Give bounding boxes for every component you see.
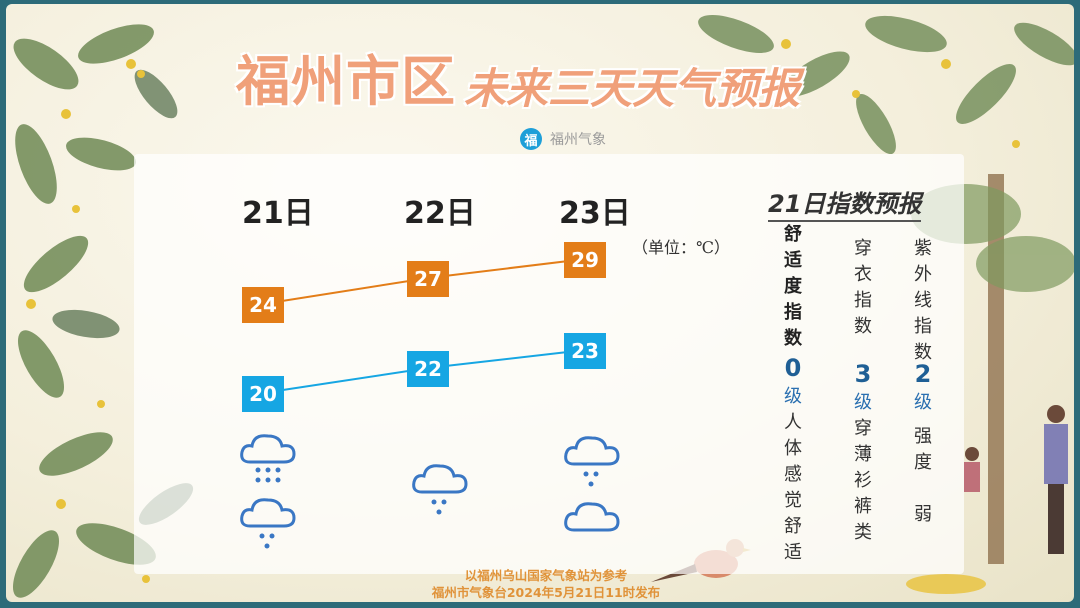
title-subtitle: 未来三天天气预报	[464, 64, 801, 113]
high-temp-22: 27	[407, 261, 449, 297]
high-line-1	[262, 277, 429, 305]
cloud-rain-icon	[240, 498, 296, 549]
day-label-23: 23日	[559, 196, 631, 231]
footer-note: 以福州乌山国家气象站为参考 福州市气象台2024年5月21日11时发布	[306, 567, 786, 601]
index-uv-level-unit: 级	[914, 392, 932, 413]
footer-line-2: 福州市气象台2024年5月21日11时发布	[431, 585, 661, 600]
index-clothing-level: 3	[854, 360, 872, 388]
index-clothing-name: 穿衣指数	[854, 238, 872, 337]
brand-name: 福州气象	[550, 132, 606, 148]
low-line-2	[427, 349, 586, 369]
cloud-heavy-rain-icon	[240, 434, 296, 483]
title-city: 福州市区	[236, 50, 456, 113]
low-temp-23: 23	[564, 333, 606, 369]
index-clothing-level-unit: 级	[854, 392, 872, 413]
poster-title: 福州市区 未来三天天气预报	[236, 46, 800, 116]
temperature-unit: （单位：℃）	[632, 238, 730, 257]
low-temp-21: 20	[242, 376, 284, 412]
index-comfort: 舒适度指数 0 级 人体感觉舒适	[784, 222, 802, 566]
index-comfort-desc: 人体感觉舒适	[784, 412, 802, 563]
index-clothing-desc: 穿薄衫裤类	[854, 418, 872, 543]
fuzhou-weather-logo-icon: 福	[520, 128, 542, 150]
low-temp-22: 22	[407, 351, 449, 387]
index-comfort-level-unit: 级	[784, 386, 802, 407]
index-uv-level: 2	[914, 360, 932, 388]
footer-line-1: 以福州乌山国家气象站为参考	[464, 568, 628, 583]
osmanthus-leaves-right-decoration	[698, 15, 1074, 155]
index-clothing: 穿衣指数 3 级 穿薄衫裤类	[854, 236, 872, 546]
day-label-22: 22日	[404, 196, 476, 231]
temperature-lines	[262, 258, 586, 394]
index-uv-desc: 强度 弱	[914, 426, 932, 525]
poster-background: 福州市区 未来三天天气预报 福 福州气象 21日 22日 23日 （单位：℃） …	[6, 4, 1074, 602]
index-uv-name: 紫外线指数	[914, 238, 932, 363]
high-temp-23: 29	[564, 242, 606, 278]
index-forecast-title: 21日指数预报	[768, 184, 922, 222]
cloud-icon	[564, 502, 620, 532]
low-line-1	[262, 367, 429, 394]
index-comfort-name: 舒适度指数	[784, 224, 802, 349]
cloud-rain-icon	[564, 436, 620, 487]
forecast-panel	[134, 154, 964, 574]
cloud-rain-icon	[412, 464, 468, 515]
index-uv: 紫外线指数 2 级 强度 弱	[914, 236, 932, 528]
high-temp-21: 24	[242, 287, 284, 323]
index-comfort-level: 0	[784, 354, 802, 382]
brand: 福 福州气象	[520, 128, 606, 150]
day-label-21: 21日	[242, 196, 314, 231]
high-line-2	[427, 258, 586, 279]
